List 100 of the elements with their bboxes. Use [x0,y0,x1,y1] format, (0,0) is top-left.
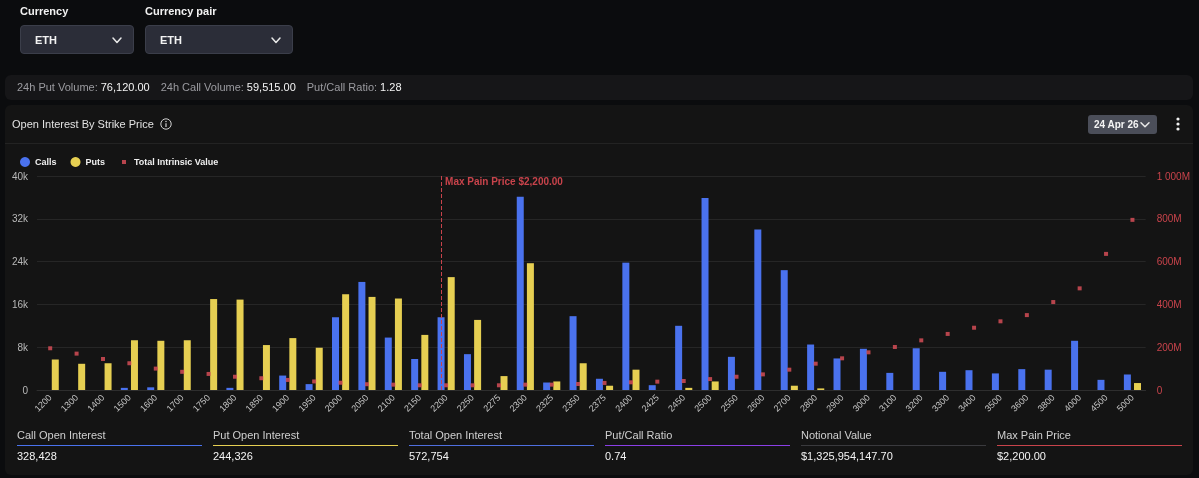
bar [912,348,920,390]
point [1130,217,1135,222]
bar [394,298,402,390]
bar [543,382,551,390]
point [48,346,53,351]
bar [807,344,815,390]
bar [130,340,138,390]
bar [1044,369,1052,390]
point [523,382,528,387]
bar [648,385,656,390]
bar [991,373,999,390]
text: Put Open Interest [213,429,300,441]
legend-label: Calls [35,157,57,167]
y-tick-label: 24k [11,256,29,268]
point [259,376,264,381]
point [840,356,845,361]
y-tick-label: 16k [11,298,29,310]
point [180,369,185,374]
point [496,383,501,388]
y2-tick-label: 0 [1156,384,1163,396]
chart-title: Open Interest By Strike Price [12,118,154,130]
bar [358,281,366,390]
point [549,382,554,387]
bar [1134,383,1142,390]
bar [516,196,524,390]
y2-tick-label: 400M [1156,298,1182,310]
bar [675,325,683,390]
text: Put/Call Ratio: [306,81,378,93]
bar [965,370,973,390]
point [153,366,158,371]
bar [859,348,867,390]
bar [342,294,350,390]
point [1077,286,1082,291]
point [919,338,924,343]
point [417,383,422,388]
point [760,372,765,377]
bar [790,385,798,390]
bar [1123,374,1131,390]
dropdown-button: 24 Apr 26 [1088,115,1157,134]
text: 1.28 [380,81,402,93]
text: Put/Call Ratio [605,429,673,441]
bar [331,317,339,390]
bar [553,381,561,390]
text: $1,325,954,147.70 [801,450,893,462]
text: 572,754 [409,450,449,462]
bar [262,345,270,390]
point [206,371,211,376]
point [813,361,818,366]
point [338,380,343,385]
point [866,350,871,355]
bar [120,387,128,390]
point [1051,300,1056,305]
y2-tick-label: 800M [1156,213,1182,225]
y-tick-label: 32k [11,213,29,225]
point [444,383,449,388]
y-tick-label: 8k [17,341,29,353]
y-tick-label: 40k [11,170,29,182]
bar [305,384,313,390]
bar [595,378,603,390]
point [391,382,396,387]
y2-tick-label: 200M [1156,341,1182,353]
bar [780,270,788,390]
bar [147,387,155,390]
point [628,380,633,385]
bar [279,375,287,390]
y-tick-label: 0 [22,384,29,396]
bar [701,197,709,390]
point [1024,313,1029,318]
point [602,380,607,385]
bar [711,381,719,390]
bar [51,359,59,390]
bar [622,262,630,390]
dropdown-field: ETH [145,25,293,54]
text: Notional Value [801,429,872,441]
text: Total Open Interest [409,429,502,441]
bar [1097,379,1105,390]
text: Currency pair [145,5,217,17]
bar [463,354,471,390]
point [1104,251,1109,256]
point [100,356,105,361]
text: $2,200.00 [997,450,1046,462]
text: 244,326 [213,450,253,462]
bar [210,299,218,390]
text: Currency [20,5,69,17]
point [998,319,1003,324]
point [708,377,713,382]
point [972,325,977,330]
point [232,374,237,379]
bar [411,358,419,390]
bar [384,337,392,390]
y2-tick-label: 600M [1156,256,1182,268]
point [892,344,897,349]
point [681,379,686,384]
bar [754,229,762,390]
y2-tick-label: 1 000M [1156,170,1190,182]
legend-label: Puts [85,157,106,167]
text: 328,428 [17,450,57,462]
text: Max Pain Price [997,429,1071,441]
text: Call Open Interest [17,429,106,441]
bar [183,340,191,390]
